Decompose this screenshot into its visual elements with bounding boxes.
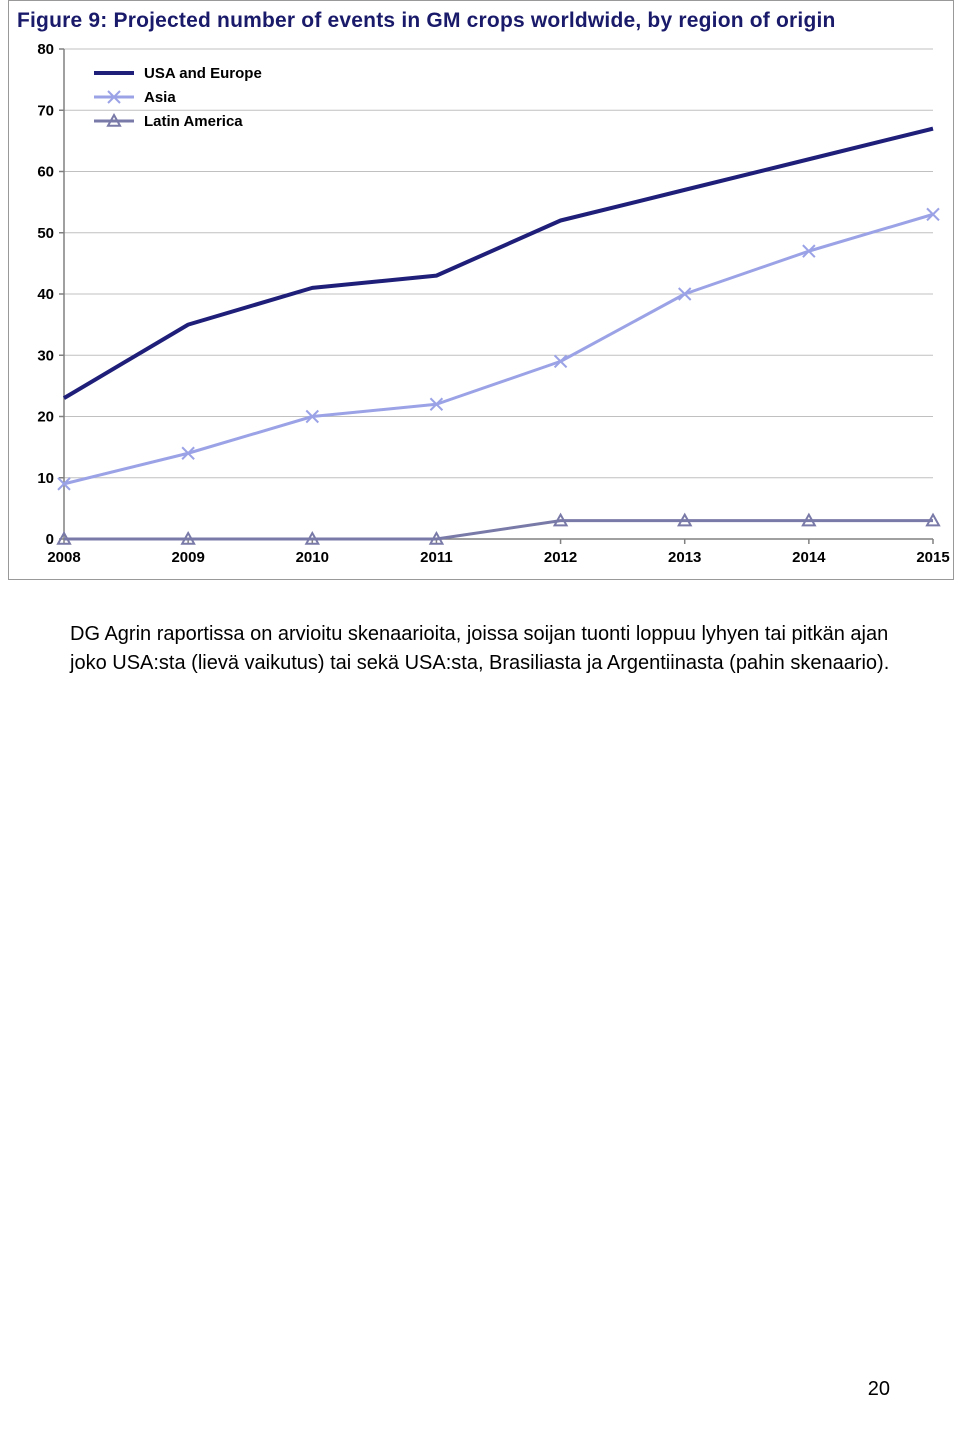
svg-text:10: 10 xyxy=(37,470,54,487)
svg-text:USA and Europe: USA and Europe xyxy=(144,65,262,82)
svg-text:2008: 2008 xyxy=(47,549,80,566)
svg-text:2009: 2009 xyxy=(171,549,204,566)
svg-text:2013: 2013 xyxy=(668,549,701,566)
svg-text:50: 50 xyxy=(37,225,54,242)
svg-text:2011: 2011 xyxy=(420,549,453,566)
chart-frame: Figure 9: Projected number of events in … xyxy=(8,0,954,580)
page-number: 20 xyxy=(868,1378,890,1401)
chart-title: Figure 9: Projected number of events in … xyxy=(9,1,953,39)
svg-text:2015: 2015 xyxy=(916,549,949,566)
svg-text:2014: 2014 xyxy=(792,549,826,566)
svg-text:30: 30 xyxy=(37,347,54,364)
body-paragraph: DG Agrin raportissa on arvioitu skenaari… xyxy=(70,620,890,678)
chart-plot-area: 0 10 20 30 40 50 60 70 80 2008 2009 2010 2011 2012 201… xyxy=(9,39,953,579)
svg-text:Asia: Asia xyxy=(144,89,176,106)
svg-text:80: 80 xyxy=(37,41,54,58)
svg-text:0: 0 xyxy=(46,531,54,548)
svg-text:60: 60 xyxy=(37,164,54,181)
svg-text:2010: 2010 xyxy=(296,549,329,566)
svg-text:70: 70 xyxy=(37,102,54,119)
svg-text:40: 40 xyxy=(37,286,54,303)
svg-text:2012: 2012 xyxy=(544,549,577,566)
svg-text:20: 20 xyxy=(37,409,54,426)
svg-text:Latin America: Latin America xyxy=(144,113,243,130)
